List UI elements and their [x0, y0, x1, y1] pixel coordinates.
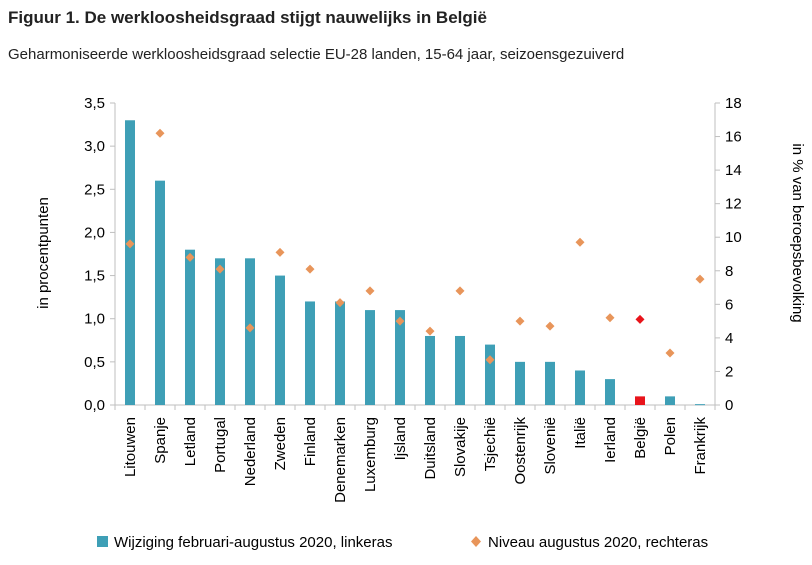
point-Portugal — [215, 264, 225, 274]
legend-bar-swatch — [97, 536, 108, 547]
left-tick-label: 0,5 — [84, 354, 105, 371]
bar-Frankrijk — [695, 404, 705, 406]
bar-Ijsland — [395, 310, 405, 405]
right-tick-label: 2 — [725, 363, 733, 380]
legend-scatter-label: Niveau augustus 2020, rechteras — [488, 534, 708, 551]
bar-Slovenië — [545, 361, 555, 405]
point-Tsjechië — [485, 355, 495, 365]
bar-België — [635, 396, 645, 405]
legend: Wijziging februari-augustus 2020, linker… — [97, 534, 708, 551]
point-Slovakije — [455, 286, 465, 296]
point-Polen — [665, 348, 675, 358]
bar-Tsjechië — [485, 344, 495, 405]
category-label-Litouwen: Litouwen — [122, 417, 139, 477]
category-label-Finland: Finland — [302, 417, 319, 466]
point-Spanje — [155, 128, 165, 138]
right-tick-label: 6 — [725, 296, 733, 313]
bar-Oostenrijk — [515, 361, 525, 405]
right-axis-label: in % van beroepsbevolking — [789, 143, 806, 322]
point-Letland — [185, 252, 195, 262]
bar-Portugal — [215, 258, 225, 405]
category-label-Denemarken: Denemarken — [332, 417, 349, 503]
point-Zweden — [275, 247, 285, 257]
category-label-Luxemburg: Luxemburg — [362, 417, 379, 492]
legend-diamond-swatch — [471, 536, 481, 547]
bar-Letland — [185, 249, 195, 405]
category-label-Italië: Italië — [572, 417, 589, 449]
right-tick-label: 16 — [725, 129, 742, 146]
category-label-Oostenrijk: Oostenrijk — [512, 417, 529, 485]
bar-Zweden — [275, 275, 285, 405]
point-Nederland — [245, 323, 255, 333]
right-tick-label: 4 — [725, 330, 733, 347]
left-tick-label: 3,5 — [84, 95, 105, 112]
chart-title: Figuur 1. De werkloosheidsgraad stijgt n… — [8, 8, 487, 27]
category-labels: Litouwen Spanje Letland Portugal Nederland Zw… — [114, 405, 716, 503]
point-Ijsland — [395, 316, 405, 326]
left-tick-label: 3,0 — [84, 138, 105, 155]
category-label-Polen: Polen — [662, 417, 679, 455]
bar-Denemarken — [335, 301, 345, 405]
category-label-Letland: Letland — [182, 417, 199, 466]
left-tick-label: 1,0 — [84, 311, 105, 328]
point-Denemarken — [335, 298, 345, 308]
point-België — [635, 314, 645, 324]
point-Oostenrijk — [515, 316, 525, 326]
point-Slovenië — [545, 321, 555, 331]
bar-Litouwen — [125, 120, 135, 405]
right-tick-label: 8 — [725, 263, 733, 280]
point-Finland — [305, 264, 315, 274]
category-label-Nederland: Nederland — [242, 417, 259, 486]
bar-Ierland — [605, 379, 615, 405]
right-tick-label: 14 — [725, 162, 742, 179]
right-tick-label: 10 — [725, 229, 742, 246]
bar-series — [125, 120, 705, 406]
bar-Duitsland — [425, 335, 435, 405]
category-label-Ijsland: Ijsland — [392, 417, 409, 460]
point-Luxemburg — [365, 286, 375, 296]
right-tick-label: 12 — [725, 196, 742, 213]
left-tick-label: 0,0 — [84, 397, 105, 414]
right-axis: 0 2 4 6 8 10 12 14 16 18 — [714, 95, 742, 414]
point-Frankrijk — [695, 274, 705, 284]
bar-Spanje — [155, 180, 165, 405]
bar-Polen — [665, 396, 675, 405]
left-tick-label: 2,5 — [84, 181, 105, 198]
point-Ierland — [605, 313, 615, 323]
category-label-België: België — [632, 417, 649, 459]
category-label-Tsjechië: Tsjechië — [482, 417, 499, 471]
point-Litouwen — [125, 239, 135, 249]
category-label-Spanje: Spanje — [152, 417, 169, 464]
category-label-Slovakije: Slovakije — [452, 417, 469, 477]
left-axis-label: in procentpunten — [35, 197, 52, 309]
bar-Finland — [305, 301, 315, 405]
right-tick-label: 0 — [725, 397, 733, 414]
point-Duitsland — [425, 326, 435, 336]
category-label-Ierland: Ierland — [602, 417, 619, 463]
bar-Slovakije — [455, 335, 465, 405]
category-label-Zweden: Zweden — [272, 417, 289, 470]
left-tick-label: 2,0 — [84, 224, 105, 241]
bar-Luxemburg — [365, 310, 375, 405]
legend-bar-label: Wijziging februari-augustus 2020, linker… — [114, 534, 392, 551]
category-label-Portugal: Portugal — [212, 417, 229, 473]
category-label-Frankrijk: Frankrijk — [692, 417, 709, 475]
bar-Italië — [575, 370, 585, 405]
category-label-Duitsland: Duitsland — [422, 417, 439, 480]
point-Italië — [575, 237, 585, 247]
category-label-Slovenië: Slovenië — [542, 417, 559, 475]
right-tick-label: 18 — [725, 95, 742, 112]
scatter-series — [125, 128, 705, 365]
chart-subtitle: Geharmoniseerde werkloosheidsgraad selec… — [8, 46, 625, 63]
left-tick-label: 1,5 — [84, 268, 105, 285]
